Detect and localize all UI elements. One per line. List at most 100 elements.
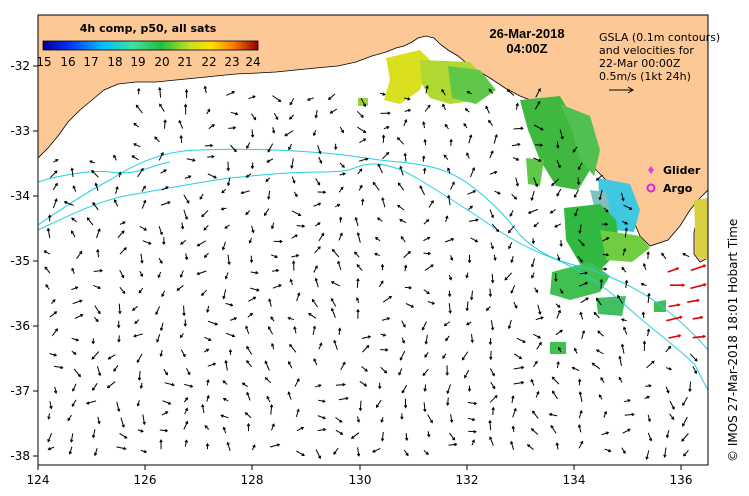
velocity-arrow-head <box>203 227 207 231</box>
velocity-arrow-head <box>425 451 429 456</box>
velocity-arrow-head <box>540 127 544 131</box>
velocity-arrow <box>624 413 634 416</box>
velocity-arrow <box>574 208 579 216</box>
velocity-arrow <box>242 382 248 388</box>
velocity-arrow <box>599 189 603 200</box>
velocity-arrow-head <box>183 103 188 107</box>
velocity-arrow-head <box>666 390 670 394</box>
velocity-arrow-head <box>356 453 361 457</box>
velocity-arrow <box>227 442 231 452</box>
velocity-arrow <box>668 334 681 339</box>
velocity-arrow <box>419 185 426 196</box>
velocity-arrow-head <box>319 342 323 346</box>
velocity-arrow-head <box>702 264 707 268</box>
scale-arrow <box>609 86 634 94</box>
velocity-arrow <box>72 185 77 192</box>
velocity-arrow-head <box>511 425 516 429</box>
velocity-arrow-head <box>402 324 406 328</box>
velocity-arrow-head <box>163 169 167 173</box>
velocity-arrow-head <box>131 155 135 159</box>
velocity-arrow-head <box>555 442 559 446</box>
velocity-arrow-head <box>383 370 388 374</box>
velocity-arrow <box>537 304 541 315</box>
velocity-arrow-head <box>92 387 96 391</box>
velocity-arrow-head <box>380 280 384 284</box>
velocity-arrow-head <box>292 180 296 184</box>
velocity-arrow-head <box>314 277 318 282</box>
velocity-arrow-head <box>278 99 282 103</box>
velocity-arrow-head <box>530 264 535 268</box>
velocity-arrow <box>96 228 101 239</box>
velocity-arrow-head <box>522 339 526 343</box>
velocity-arrow-head <box>605 253 610 257</box>
velocity-arrow <box>331 281 340 287</box>
velocity-arrow <box>333 340 338 350</box>
velocity-arrow <box>666 430 670 438</box>
velocity-arrow-head <box>618 376 622 381</box>
velocity-arrow <box>578 410 583 419</box>
velocity-arrow <box>338 233 343 241</box>
velocity-arrow-head <box>340 431 344 435</box>
velocity-arrow <box>533 333 541 339</box>
velocity-arrow-head <box>68 451 73 455</box>
velocity-arrow-head <box>288 361 292 365</box>
velocity-arrow-head <box>595 349 600 353</box>
velocity-arrow <box>118 303 121 314</box>
velocity-arrow-head <box>249 259 254 264</box>
velocity-arrow-head <box>54 328 58 332</box>
velocity-arrow-head <box>556 361 560 365</box>
velocity-arrow-head <box>306 97 311 101</box>
velocity-arrow-head <box>164 428 169 433</box>
velocity-arrow-head <box>471 167 476 171</box>
legend-argo-label: Argo <box>663 182 693 195</box>
velocity-arrow-head <box>140 167 144 172</box>
velocity-arrow-head <box>314 265 318 269</box>
velocity-arrow <box>448 443 457 446</box>
velocity-arrow <box>318 156 322 164</box>
velocity-arrow-head <box>427 251 432 256</box>
velocity-arrow-head <box>121 274 125 279</box>
velocity-arrow-head <box>531 275 535 279</box>
velocity-arrow <box>533 222 540 227</box>
velocity-arrow-head <box>350 435 355 439</box>
velocity-arrow <box>489 150 494 159</box>
velocity-arrow <box>602 237 609 242</box>
velocity-arrow <box>427 301 435 305</box>
velocity-arrow-head <box>424 354 428 358</box>
velocity-arrow <box>470 237 478 243</box>
velocity-arrow-head <box>54 198 58 202</box>
velocity-arrow-head <box>446 390 450 395</box>
velocity-arrow <box>668 303 680 308</box>
velocity-arrow <box>160 349 163 357</box>
velocity-arrow-head <box>665 434 670 439</box>
velocity-arrow-head <box>356 277 360 282</box>
velocity-arrow <box>646 450 650 460</box>
velocity-arrow-head <box>530 378 534 383</box>
velocity-arrow <box>131 155 139 161</box>
velocity-arrow-head <box>176 287 180 291</box>
velocity-arrow-head <box>267 196 271 200</box>
velocity-arrow-head <box>398 372 402 376</box>
velocity-arrow <box>533 124 544 131</box>
velocity-arrow <box>444 238 454 243</box>
velocity-arrow <box>601 432 609 436</box>
velocity-arrow-head <box>600 376 604 381</box>
velocity-arrow-head <box>465 307 469 312</box>
velocity-arrow-head <box>598 394 602 398</box>
velocity-arrow-head <box>318 384 322 388</box>
velocity-arrow-head <box>159 231 163 236</box>
velocity-arrow <box>94 305 101 314</box>
velocity-arrow-head <box>539 143 544 147</box>
velocity-arrow <box>230 111 238 115</box>
velocity-arrow-head <box>645 456 649 461</box>
velocity-arrow-head <box>60 365 64 370</box>
velocity-arrow <box>511 255 514 263</box>
velocity-arrow <box>136 104 143 114</box>
velocity-arrow-head <box>404 437 409 442</box>
velocity-arrow <box>357 126 366 133</box>
velocity-arrow-head <box>330 297 334 302</box>
velocity-arrow-head <box>624 227 628 231</box>
velocity-arrow <box>337 261 342 271</box>
velocity-arrow-head <box>515 102 519 107</box>
velocity-arrow-head <box>466 90 470 94</box>
